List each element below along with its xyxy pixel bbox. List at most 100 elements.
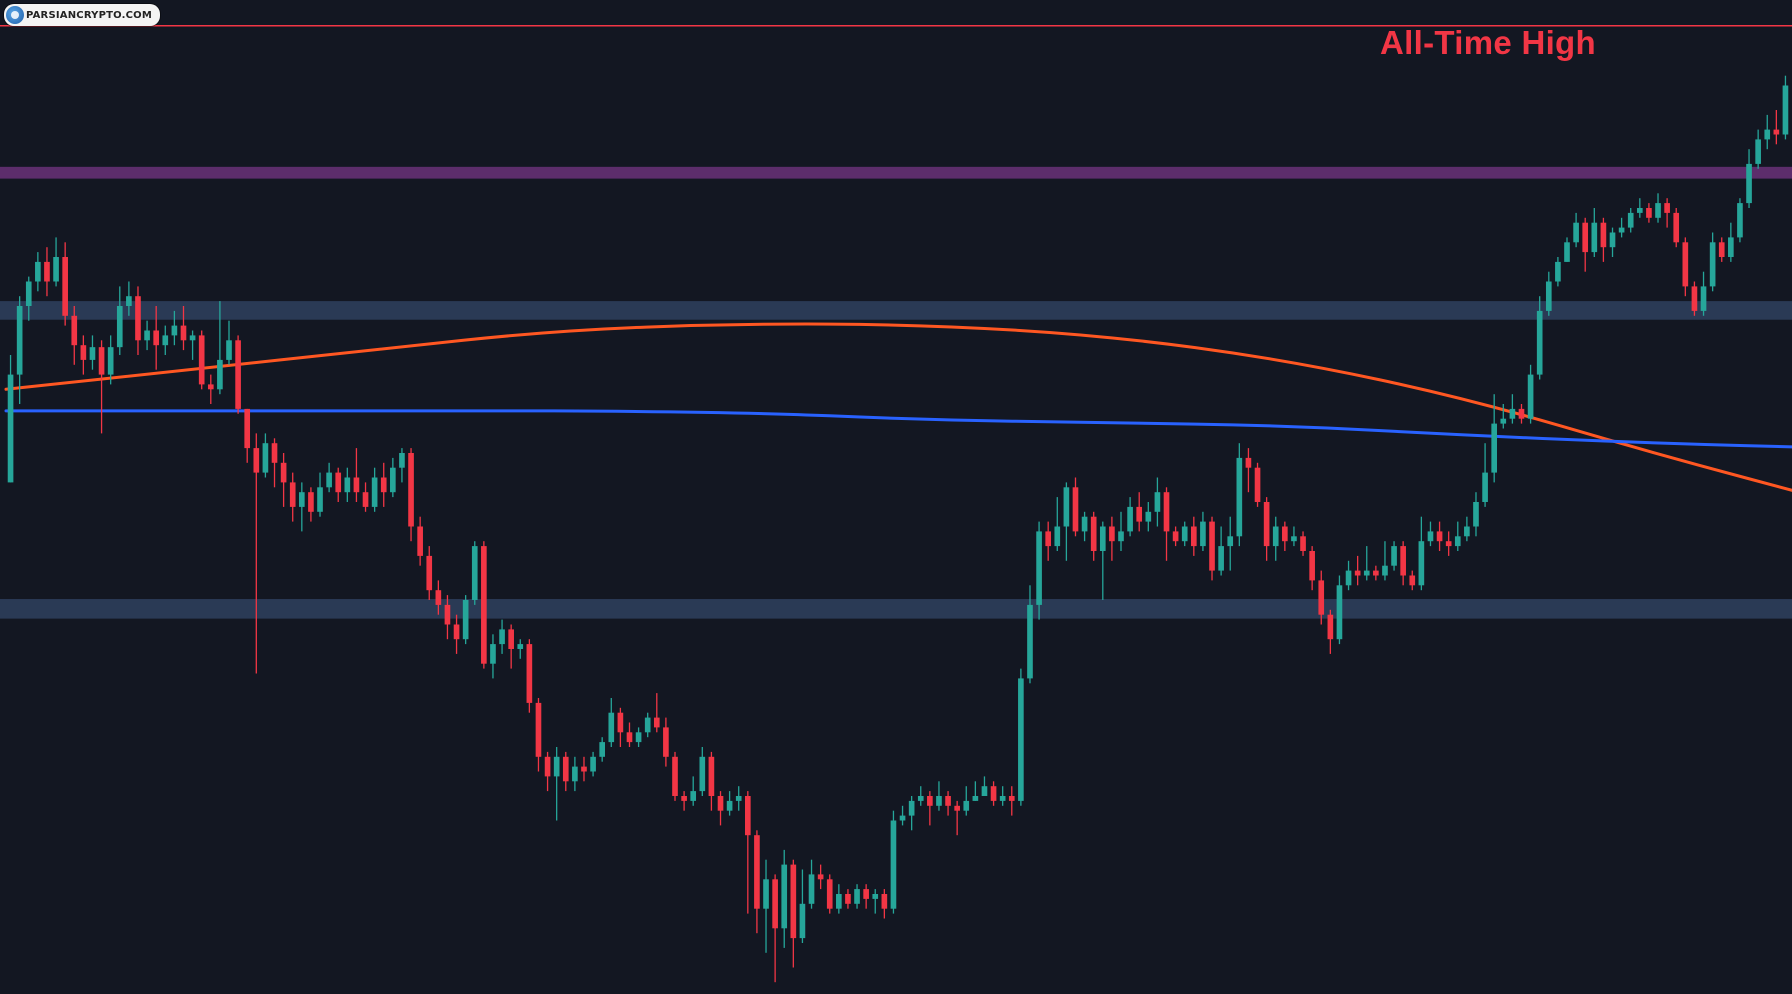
candle-body <box>999 796 1006 801</box>
candle <box>1181 521 1188 547</box>
candle-body <box>1445 541 1452 547</box>
candle-body <box>1646 208 1652 218</box>
candle <box>544 751 551 792</box>
candle-body <box>553 756 560 777</box>
candle <box>162 325 169 355</box>
candle <box>198 330 205 390</box>
candle-body <box>490 644 496 664</box>
candle <box>390 457 396 498</box>
candle-body <box>408 453 414 527</box>
candle <box>1627 208 1634 233</box>
candle <box>936 781 942 811</box>
candle <box>1445 531 1452 556</box>
candle <box>144 320 150 351</box>
candle-body <box>1454 536 1461 547</box>
candle-body <box>126 296 132 306</box>
zone-band-0 <box>0 166 1792 179</box>
candle-body <box>872 894 879 899</box>
candle <box>1163 487 1170 561</box>
candle <box>1008 786 1015 816</box>
candle-body <box>1327 614 1334 640</box>
candle-body <box>1118 531 1124 542</box>
candle <box>1172 526 1179 547</box>
candle-body <box>481 546 487 664</box>
candle <box>1755 129 1761 169</box>
candle-body <box>1582 222 1589 253</box>
candle <box>1118 511 1124 551</box>
candle-body <box>1573 222 1579 243</box>
candle <box>1391 541 1397 571</box>
candle-body <box>1700 286 1707 311</box>
candle-body <box>562 756 569 782</box>
candle <box>972 781 979 801</box>
candle <box>1418 516 1425 591</box>
candle <box>608 698 615 747</box>
candle <box>863 884 869 909</box>
candle <box>1263 497 1270 561</box>
candle-body <box>808 874 815 904</box>
candle <box>335 467 342 502</box>
candle <box>562 751 569 792</box>
candle-body <box>1764 129 1771 140</box>
candle-body <box>963 800 970 811</box>
candle <box>981 776 988 796</box>
candle-body <box>308 492 314 512</box>
candle-body <box>672 756 678 796</box>
candle <box>508 624 514 669</box>
candle-body <box>981 786 988 796</box>
candle <box>735 786 742 811</box>
candle-body <box>71 315 78 346</box>
candle <box>1272 516 1279 561</box>
candle <box>1564 237 1570 262</box>
candle-body <box>617 712 624 733</box>
candle <box>107 335 114 385</box>
candle <box>590 751 596 777</box>
candle-body <box>217 359 223 390</box>
candle <box>1027 585 1033 684</box>
candle <box>572 756 578 792</box>
candle-body <box>826 879 833 909</box>
candle <box>1436 521 1443 551</box>
candle-body <box>7 374 14 483</box>
candle-body <box>280 462 287 483</box>
candle-body <box>635 732 642 743</box>
candle-body <box>1564 242 1570 262</box>
candle-body <box>590 756 596 772</box>
candle-body <box>1473 502 1479 527</box>
candle-body <box>1382 565 1388 576</box>
candle <box>180 306 187 351</box>
candle <box>1409 570 1416 591</box>
candle <box>836 884 842 914</box>
candle <box>772 874 778 983</box>
candle <box>717 791 724 826</box>
candle <box>1363 546 1370 581</box>
candle <box>253 433 260 674</box>
candle <box>16 296 23 404</box>
candle <box>1090 511 1097 561</box>
candle-body <box>1336 585 1343 640</box>
candle-body <box>362 492 369 507</box>
candle-body <box>1655 203 1661 218</box>
candle <box>80 335 87 375</box>
candle-body <box>1709 242 1716 287</box>
candle <box>817 864 824 890</box>
candle <box>699 747 706 796</box>
candle <box>1746 149 1752 208</box>
candle-body <box>235 340 241 409</box>
candle-body <box>1491 423 1498 473</box>
watermark-badge: PARSIANCRYPTO.COM <box>4 4 161 26</box>
candle <box>62 242 68 326</box>
candle <box>1527 364 1534 424</box>
candle <box>663 717 669 767</box>
candle <box>326 462 332 493</box>
candle-body <box>663 727 669 757</box>
candle-body <box>863 889 869 899</box>
candle <box>653 693 660 733</box>
candle <box>244 408 251 463</box>
candle <box>380 462 387 507</box>
candle-body <box>1072 487 1079 532</box>
candle <box>1200 511 1206 551</box>
candle <box>726 791 733 816</box>
